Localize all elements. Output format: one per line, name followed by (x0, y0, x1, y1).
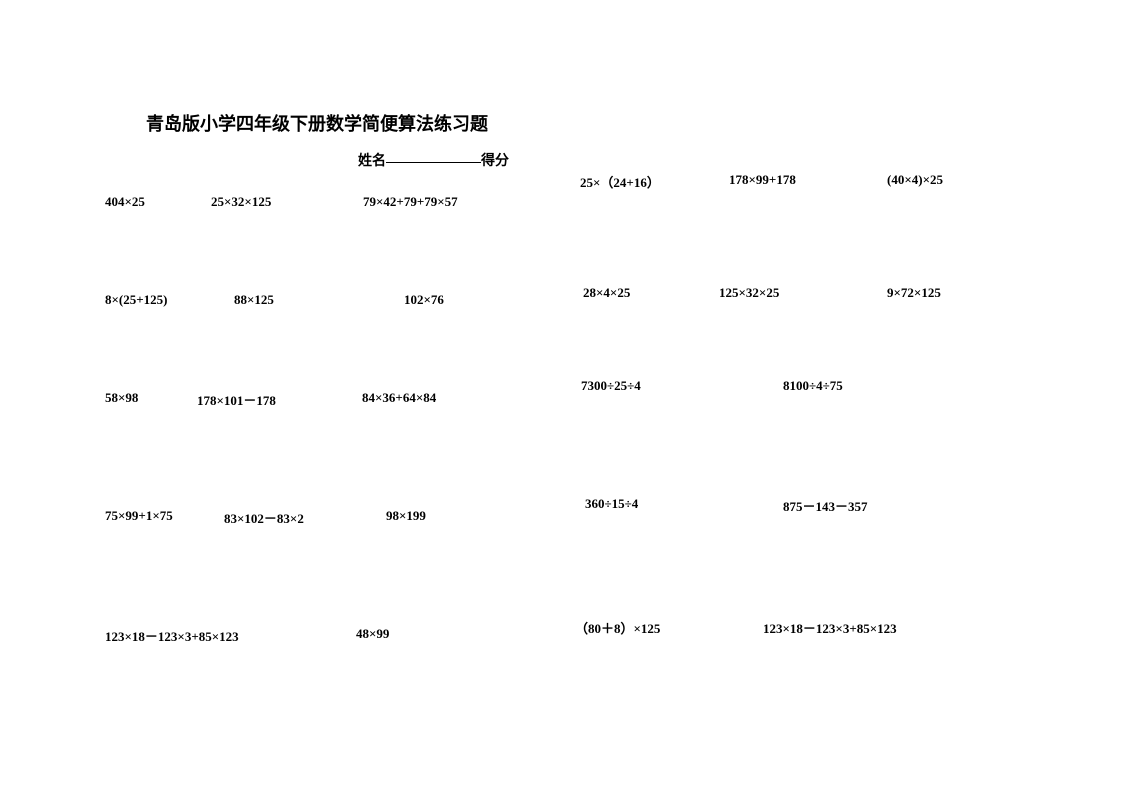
problem-l4-2: 83×102－83×2 (224, 508, 304, 527)
problem-r2-2: 125×32×25 (719, 285, 779, 301)
worksheet-title: 青岛版小学四年级下册数学简便算法练习题 (146, 110, 488, 136)
header-fields: 姓名 得分 (358, 150, 509, 170)
problem-l4-1: 75×99+1×75 (105, 508, 173, 524)
score-label: 得分 (481, 154, 509, 169)
problem-l3-1: 58×98 (105, 390, 138, 406)
problem-l5-2: 48×99 (356, 626, 389, 642)
problem-r5-1: （80＋8）×125 (575, 618, 660, 637)
problem-l1-2: 25×32×125 (211, 194, 271, 210)
name-blank (386, 162, 481, 163)
problem-l5-1: 123×18－123×3+85×123 (105, 626, 239, 645)
problem-r4-2: 875－143－357 (783, 496, 868, 515)
problem-r1-2: 178×99+178 (729, 172, 796, 188)
problem-l1-1: 404×25 (105, 194, 145, 210)
problem-r5-2: 123×18－123×3+85×123 (763, 618, 897, 637)
problem-r2-3: 9×72×125 (887, 285, 941, 301)
problem-r3-2: 8100÷4÷75 (783, 378, 843, 394)
problem-l3-2: 178×101－178 (197, 390, 276, 409)
problem-r4-1: 360÷15÷4 (585, 496, 638, 512)
problem-l2-2: 88×125 (234, 292, 274, 308)
problem-r1-1: 25×（24+16） (580, 172, 660, 191)
problem-l1-3: 79×42+79+79×57 (363, 194, 458, 210)
problem-r3-1: 7300÷25÷4 (581, 378, 641, 394)
name-label: 姓名 (358, 154, 386, 169)
problem-l3-3: 84×36+64×84 (362, 390, 436, 406)
problem-l2-3: 102×76 (404, 292, 444, 308)
problem-l2-1: 8×(25+125) (105, 292, 167, 308)
problem-r2-1: 28×4×25 (583, 285, 630, 301)
problem-r1-3: (40×4)×25 (887, 172, 943, 188)
problem-l4-3: 98×199 (386, 508, 426, 524)
